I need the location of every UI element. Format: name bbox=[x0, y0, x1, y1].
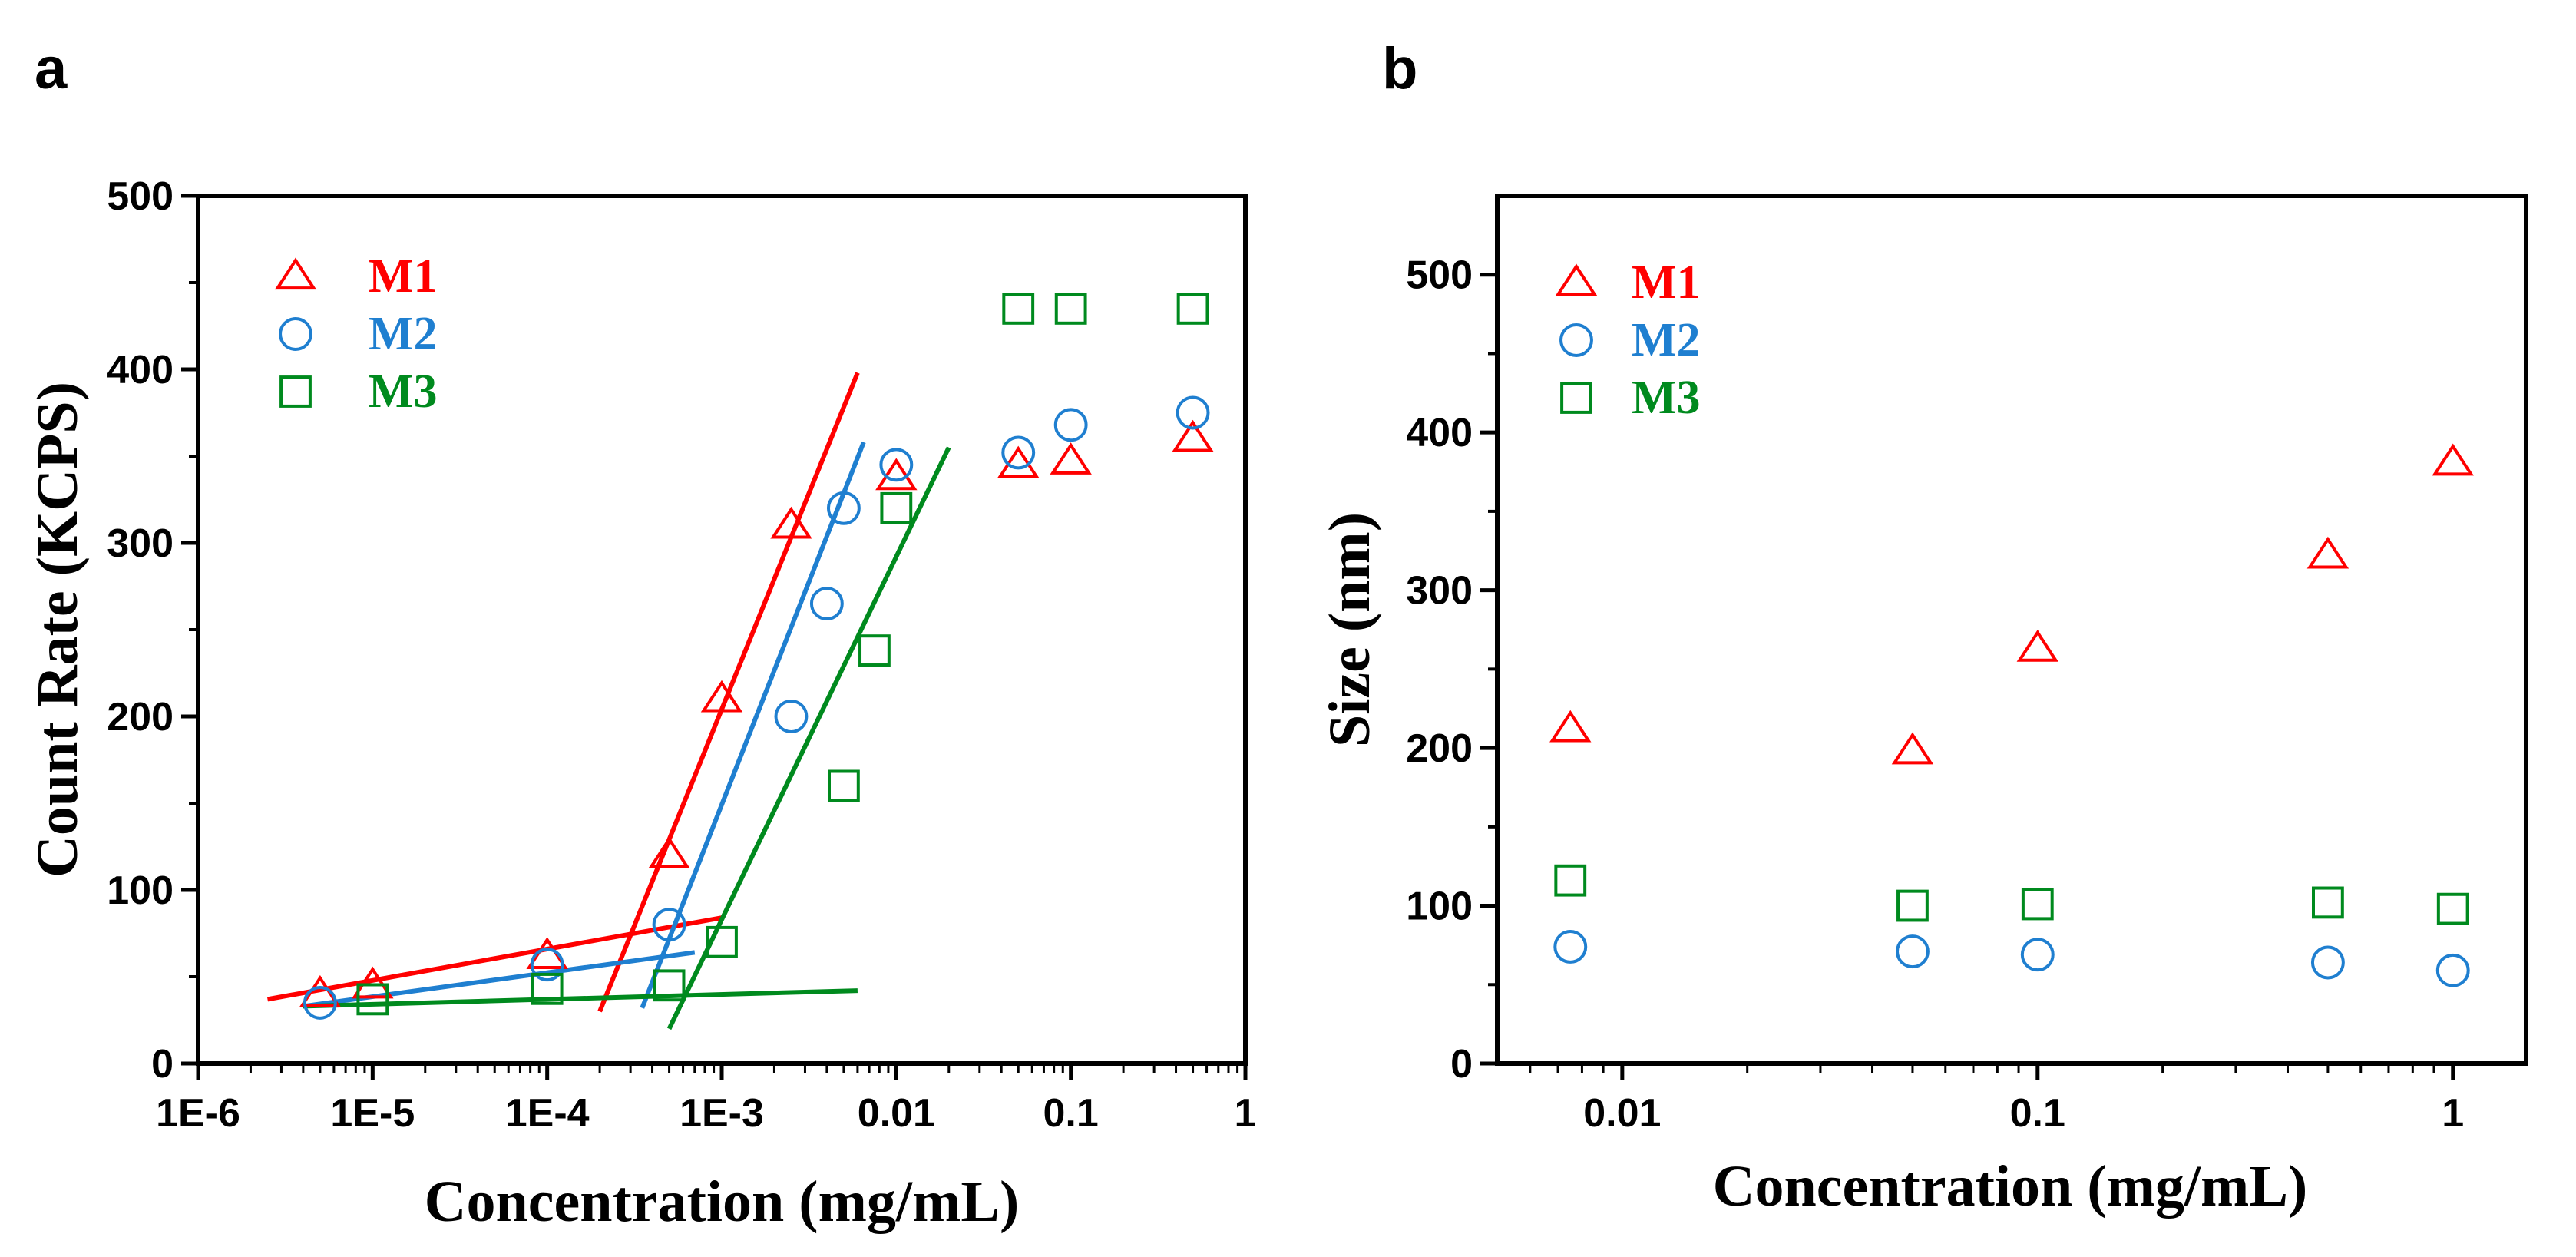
y-tick-label: 500 bbox=[1406, 253, 1473, 298]
legend-label-m3: M3 bbox=[1632, 372, 1701, 424]
fit-line-m3 bbox=[666, 446, 951, 1030]
legend-label-m1: M1 bbox=[1632, 256, 1701, 309]
data-point-m3 bbox=[1176, 293, 1209, 325]
x-tick-label: 1E-3 bbox=[680, 1091, 764, 1136]
y-tick-label: 300 bbox=[1406, 569, 1473, 614]
data-point-m1 bbox=[2432, 443, 2474, 476]
data-point-m2 bbox=[826, 491, 861, 525]
data-point-m2 bbox=[809, 587, 844, 621]
data-point-m2 bbox=[2020, 938, 2055, 972]
data-point-m3 bbox=[2436, 892, 2469, 925]
data-point-m2 bbox=[1176, 395, 1210, 430]
data-point-m2 bbox=[1053, 408, 1088, 442]
data-point-m2 bbox=[652, 908, 686, 942]
data-point-m1 bbox=[700, 680, 743, 713]
data-point-m1 bbox=[875, 458, 918, 491]
data-point-m1 bbox=[1549, 710, 1592, 743]
x-axis-title: Concentration (mg/mL) bbox=[1713, 1154, 2308, 1219]
legend-marker-m2 bbox=[1559, 323, 1593, 357]
data-point-m3 bbox=[653, 969, 686, 1002]
data-point-m2 bbox=[879, 448, 914, 482]
data-point-m2 bbox=[1896, 934, 1930, 969]
y-tick-label: 500 bbox=[107, 174, 174, 219]
data-point-m3 bbox=[356, 983, 389, 1016]
data-point-m3 bbox=[1054, 293, 1087, 325]
y-tick-label: 300 bbox=[107, 521, 174, 566]
x-axis-title: Concentration (mg/mL) bbox=[425, 1169, 1020, 1234]
data-point-m1 bbox=[770, 506, 812, 539]
data-point-m2 bbox=[1001, 435, 1036, 470]
y-tick-label: 400 bbox=[107, 348, 174, 392]
y-tick-label: 0 bbox=[151, 1042, 174, 1087]
data-point-m1 bbox=[1050, 442, 1092, 475]
legend-label-m1: M1 bbox=[369, 250, 438, 303]
x-tick-label: 1E-4 bbox=[505, 1091, 590, 1136]
plot-frame bbox=[196, 194, 1248, 1066]
data-point-m1 bbox=[648, 836, 690, 868]
legend-marker-m3 bbox=[1560, 382, 1592, 414]
y-tick-label: 200 bbox=[1406, 726, 1473, 771]
legend-marker-m1 bbox=[1555, 263, 1598, 296]
data-point-m2 bbox=[2310, 945, 2345, 980]
data-point-m2 bbox=[530, 948, 564, 982]
legend-label-m2: M2 bbox=[1632, 314, 1701, 366]
x-tick-label: 0.01 bbox=[1583, 1091, 1661, 1136]
data-point-m3 bbox=[858, 634, 891, 667]
fit-line-m3 bbox=[303, 988, 858, 1009]
x-tick-label: 1E-5 bbox=[330, 1091, 415, 1136]
legend-marker-m2 bbox=[279, 317, 312, 351]
data-point-m3 bbox=[880, 491, 913, 524]
x-tick-label: 1 bbox=[2442, 1091, 2464, 1136]
fit-line-m2 bbox=[640, 441, 866, 1009]
y-tick-label: 200 bbox=[107, 695, 174, 739]
legend-label-m2: M2 bbox=[369, 308, 438, 360]
y-axis-title: Count Rate (KCPS) bbox=[25, 382, 90, 878]
data-point-m3 bbox=[706, 925, 738, 958]
panel-label-b: b bbox=[1382, 36, 1417, 101]
x-tick-label: 0.1 bbox=[2010, 1091, 2065, 1136]
data-point-m3 bbox=[1554, 864, 1587, 897]
chart-count-rate: 0 100 200 300 400 500 1E-6 1E-5 1E-4 1E-3 0.01 0.1 1… bbox=[25, 174, 1256, 1234]
x-tick-label: 0.1 bbox=[1043, 1091, 1099, 1136]
data-point-m3 bbox=[2021, 888, 2054, 921]
y-axis-title: Size (nm) bbox=[1318, 512, 1382, 747]
data-point-m2 bbox=[1553, 930, 1588, 964]
data-point-m3 bbox=[531, 972, 564, 1005]
x-tick-label: 1 bbox=[1235, 1091, 1257, 1136]
y-tick-label: 100 bbox=[1406, 885, 1473, 929]
x-tick-label: 1E-6 bbox=[156, 1091, 240, 1136]
data-point-m2 bbox=[2435, 953, 2470, 987]
panel-label-a: a bbox=[35, 36, 68, 101]
data-point-m2 bbox=[303, 985, 337, 1020]
data-point-m1 bbox=[1172, 419, 1214, 452]
y-tick-label: 400 bbox=[1406, 411, 1473, 455]
data-point-m1 bbox=[997, 445, 1040, 478]
data-point-m1 bbox=[2016, 629, 2059, 662]
legend-marker-m1 bbox=[274, 257, 317, 290]
data-point-m3 bbox=[1896, 889, 1929, 922]
data-point-m3 bbox=[1002, 293, 1035, 325]
y-tick-label: 0 bbox=[1450, 1042, 1473, 1087]
chart-size: 0 100 200 300 400 500 0.01 0.1 1 Concentration (m… bbox=[1318, 194, 2528, 1219]
data-point-m2 bbox=[774, 700, 809, 733]
data-point-m1 bbox=[2306, 536, 2349, 569]
data-point-m1 bbox=[352, 966, 394, 999]
data-point-m1 bbox=[1891, 732, 1934, 765]
x-tick-label: 0.01 bbox=[858, 1091, 935, 1136]
data-point-m3 bbox=[827, 769, 860, 802]
legend-marker-m3 bbox=[279, 375, 312, 408]
y-tick-label: 100 bbox=[107, 868, 174, 913]
plot-frame bbox=[1495, 194, 2528, 1066]
data-point-m3 bbox=[2312, 886, 2344, 919]
legend-label-m3: M3 bbox=[369, 366, 438, 418]
fit-line-m1 bbox=[266, 915, 723, 1002]
